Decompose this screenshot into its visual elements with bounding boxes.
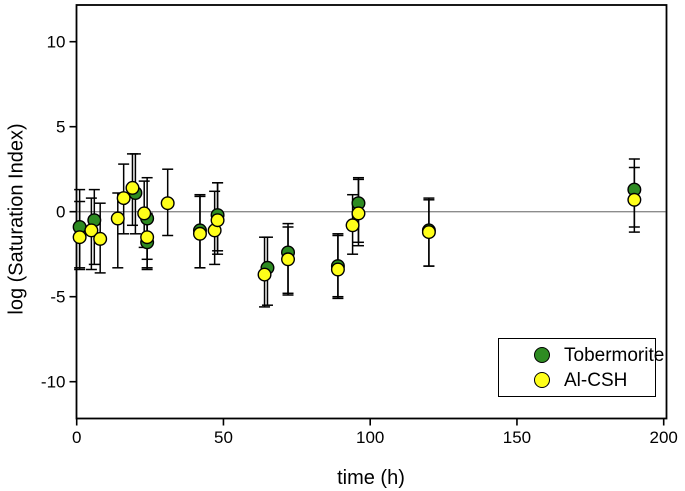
marker-al-csh: [345, 218, 360, 233]
y-axis-title: log (Saturation Index): [5, 123, 28, 315]
legend-label-tobermorite: Tobermorite: [564, 344, 665, 366]
marker-al-csh: [192, 226, 207, 241]
legend-item-al-csh: Al-CSH: [534, 370, 655, 391]
marker-al-csh: [125, 180, 140, 195]
legend-item-tobermorite: Tobermorite: [534, 345, 664, 366]
marker-al-csh: [330, 262, 345, 277]
x-tick-label: 200: [650, 428, 678, 447]
marker-al-csh: [351, 206, 366, 221]
marker-al-csh: [84, 223, 99, 238]
marker-al-csh: [257, 267, 272, 282]
marker-al-csh: [140, 230, 155, 245]
x-tick-label: 50: [214, 428, 233, 447]
x-tick-label: 100: [356, 428, 384, 447]
x-axis-title: time (h): [337, 467, 405, 489]
marker-al-csh: [281, 252, 296, 267]
y-tick-label: 10: [47, 33, 66, 52]
tobermorite-marker-icon: [534, 347, 550, 363]
marker-al-csh: [116, 191, 131, 206]
y-tick-label: -10: [41, 373, 66, 392]
y-tick-label: 5: [56, 118, 65, 137]
x-tick-label: 150: [503, 428, 531, 447]
marker-al-csh: [72, 230, 87, 245]
y-tick-label: 0: [56, 203, 65, 222]
marker-al-csh: [110, 211, 125, 226]
marker-al-csh: [210, 213, 225, 228]
marker-al-csh: [137, 206, 152, 221]
marker-al-csh: [627, 192, 642, 207]
legend-label-al-csh: Al-CSH: [564, 369, 628, 391]
y-tick-label: -5: [50, 288, 65, 307]
marker-al-csh: [421, 225, 436, 240]
x-tick-label: 0: [72, 428, 81, 447]
marker-al-csh: [160, 196, 175, 211]
marker-al-csh: [93, 231, 108, 246]
al-csh-marker-icon: [534, 372, 550, 388]
legend: Tobermorite Al-CSH: [498, 338, 664, 397]
